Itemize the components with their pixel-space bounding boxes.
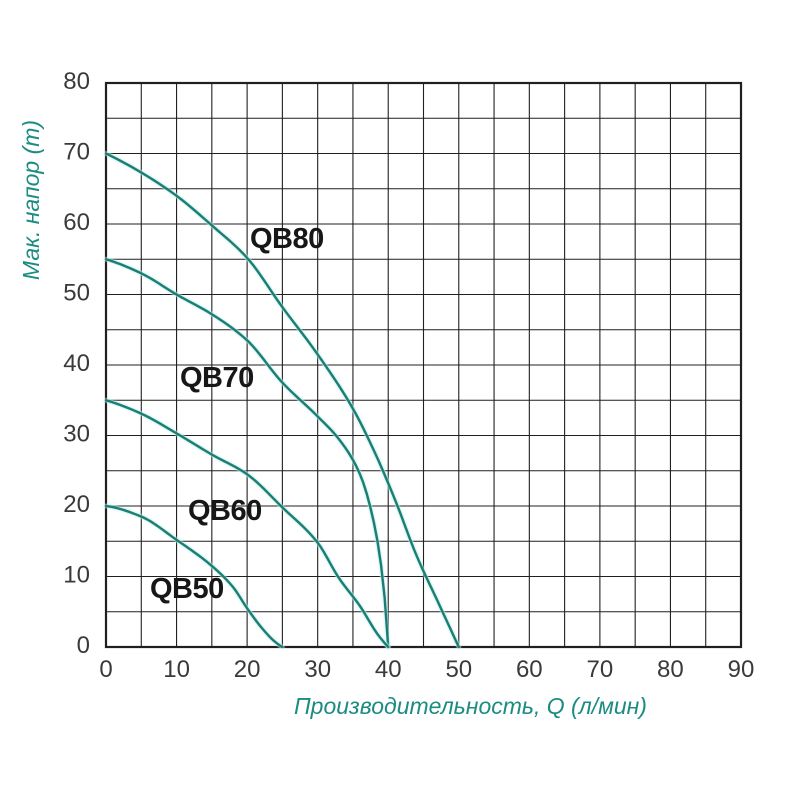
svg-text:40: 40 [375, 656, 402, 683]
svg-text:20: 20 [234, 656, 261, 683]
svg-text:0: 0 [77, 632, 90, 659]
svg-text:60: 60 [516, 656, 543, 683]
svg-text:50: 50 [445, 656, 472, 683]
svg-text:40: 40 [63, 350, 90, 377]
svg-text:80: 80 [657, 656, 684, 683]
svg-text:80: 80 [63, 68, 90, 95]
svg-text:60: 60 [63, 209, 90, 236]
svg-text:10: 10 [163, 656, 190, 683]
svg-text:70: 70 [63, 139, 90, 166]
svg-text:70: 70 [587, 656, 614, 683]
svg-text:30: 30 [63, 421, 90, 448]
svg-text:20: 20 [63, 491, 90, 518]
svg-text:90: 90 [728, 656, 755, 683]
svg-text:0: 0 [99, 656, 112, 683]
svg-text:50: 50 [63, 280, 90, 307]
svg-text:30: 30 [304, 656, 331, 683]
svg-text:10: 10 [63, 562, 90, 589]
